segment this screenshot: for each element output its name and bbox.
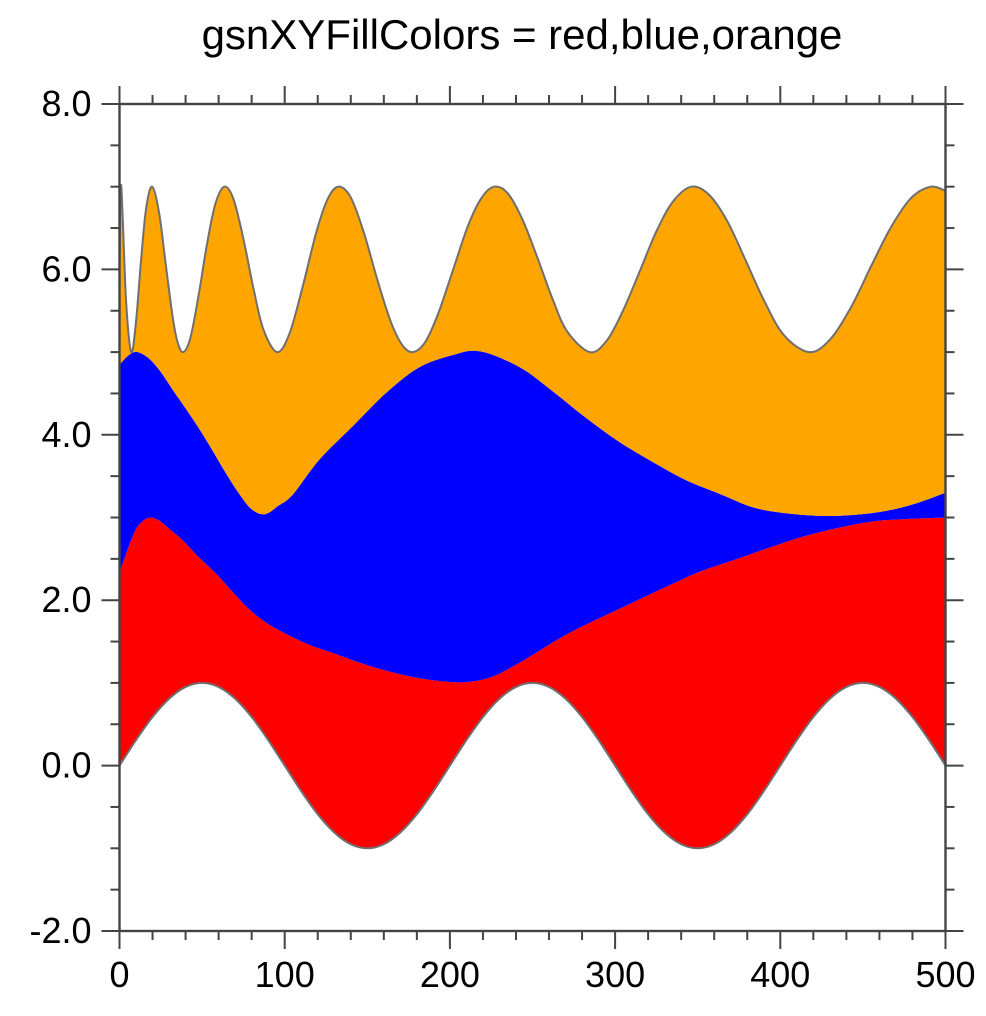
fill-areas	[119, 184, 946, 849]
outline-curve1-bottom-sine	[118, 681, 947, 850]
area-orange-fill	[119, 184, 946, 516]
x-axis-tick-label: 500	[915, 954, 975, 995]
x-axis-tick-label: 400	[750, 954, 810, 995]
area-blue-fill	[119, 350, 946, 683]
y-axis-tick-label: 4.0	[41, 414, 91, 455]
chart-title: gsnXYFillColors = red,blue,orange	[202, 11, 843, 58]
x-axis-tick-label: 300	[585, 954, 645, 995]
y-axis-tick-label: 6.0	[41, 248, 91, 289]
y-axis-tick-label: -2.0	[29, 910, 91, 951]
x-axis-tick-label: 100	[255, 954, 315, 995]
curve-outlines	[118, 183, 947, 850]
y-axis-tick-label: 2.0	[41, 579, 91, 620]
outline-curve4-orange-top-chirp	[118, 183, 946, 354]
axes-frame	[101, 86, 964, 949]
x-axis-tick-label: 200	[420, 954, 480, 995]
y-axis-tick-label: 8.0	[41, 83, 91, 124]
axis-labels: 0 100 200 300 400 500 -2.0 0.0 2.0 4.0 6.0 8.0	[29, 83, 975, 995]
x-axis-tick-label: 0	[109, 954, 129, 995]
y-axis-tick-label: 0.0	[41, 745, 91, 786]
